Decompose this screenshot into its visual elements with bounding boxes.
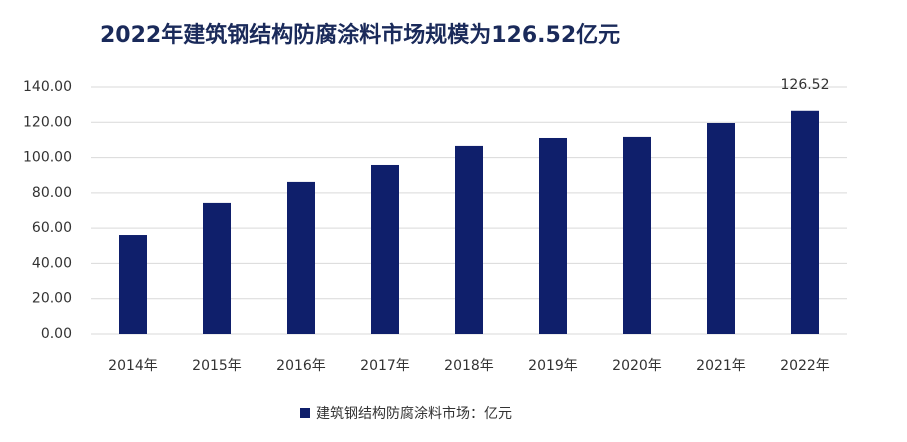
y-tick-label: 60.00 — [32, 220, 72, 236]
legend-swatch — [300, 408, 310, 418]
bar — [791, 110, 819, 335]
bar — [287, 181, 315, 334]
y-tick-label: 40.00 — [32, 255, 72, 271]
y-tick-label: 140.00 — [23, 79, 72, 95]
bar — [707, 122, 735, 335]
bar — [371, 164, 399, 334]
x-tick-label: 2014年 — [108, 358, 158, 374]
bar — [623, 136, 651, 334]
x-tick-label: 2017年 — [360, 358, 410, 374]
x-tick-label: 2020年 — [612, 358, 662, 374]
bar — [203, 202, 231, 334]
x-tick-label: 2022年 — [780, 358, 830, 374]
y-tick-label: 120.00 — [23, 114, 72, 130]
y-tick-label: 0.00 — [41, 326, 72, 342]
x-tick-label: 2016年 — [276, 358, 326, 374]
x-tick-label: 2015年 — [192, 358, 242, 374]
x-tick-label: 2021年 — [696, 358, 746, 374]
chart-title: 2022年建筑钢结构防腐涂料市场规模为126.52亿元 — [100, 22, 620, 48]
bar — [455, 145, 483, 334]
legend-label: 建筑钢结构防腐涂料市场：亿元 — [316, 405, 512, 422]
data-label: 126.52 — [781, 77, 830, 93]
y-tick-label: 100.00 — [23, 150, 72, 166]
y-tick-label: 20.00 — [32, 291, 72, 307]
x-tick-label: 2019年 — [528, 358, 578, 374]
bar — [539, 137, 567, 334]
y-tick-label: 80.00 — [32, 185, 72, 201]
bar — [119, 235, 147, 334]
x-tick-label: 2018年 — [444, 358, 494, 374]
